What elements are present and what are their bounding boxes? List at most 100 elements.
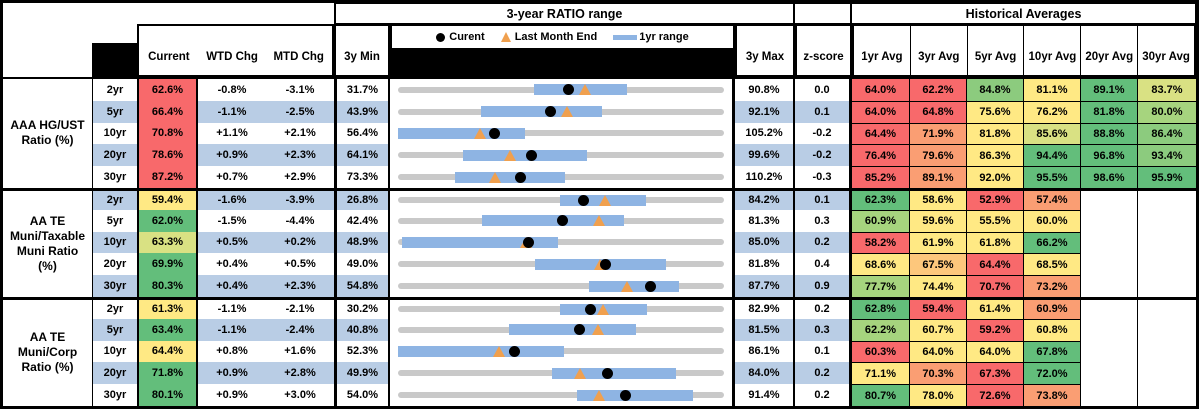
avg-cell: 64.4% — [852, 122, 910, 145]
last-month-triangle-icon — [500, 32, 511, 42]
avg-cell: 67.3% — [967, 362, 1024, 385]
tenor-cell: 5yr — [92, 318, 137, 341]
avg-cell: 68.6% — [852, 253, 910, 276]
wtd-chg-cell: +0.4% — [198, 275, 266, 297]
tenor-column-header-block — [92, 43, 137, 77]
range-chart-cell — [390, 275, 735, 297]
wtd-chg-cell: -1.1% — [198, 100, 266, 123]
1yr-range-bar — [455, 171, 565, 183]
avg-cell — [1138, 362, 1196, 385]
avg-column-header: 3yr Avg — [909, 26, 967, 75]
avg-cell: 96.8% — [1081, 144, 1138, 167]
wtd-chg-cell: +0.9% — [198, 144, 266, 167]
z-score-cell: -0.2 — [795, 122, 852, 145]
avg-cell: 73.2% — [1024, 275, 1081, 297]
range-chart-cell — [390, 340, 735, 363]
mtd-chg-cell: +0.5% — [266, 253, 334, 276]
avg-cell: 89.1% — [910, 166, 967, 188]
range-chart-cell — [390, 187, 735, 210]
current-marker-icon — [515, 171, 527, 183]
current-marker-icon — [556, 215, 568, 227]
last-month-marker-icon — [574, 367, 587, 379]
avg-cell — [1081, 384, 1138, 406]
1yr-range-bar — [589, 280, 680, 292]
z-score-cell: 0.9 — [795, 275, 852, 297]
3y-max-cell: 82.9% — [735, 296, 795, 319]
avg-cell: 59.4% — [910, 296, 967, 319]
wtd-chg-cell: +0.9% — [198, 384, 266, 406]
1yr-range-bar — [509, 324, 636, 336]
avg-cell: 80.0% — [1138, 100, 1196, 123]
avg-cell: 64.0% — [852, 79, 910, 101]
avg-cell: 76.4% — [852, 144, 910, 167]
3y-max-column-header: 3y Max — [735, 24, 795, 77]
chart-header-black-strip — [392, 48, 733, 75]
chart-header-area: Curent Last Month End 1yr range — [390, 24, 735, 77]
avg-column-header: 1yr Avg — [861, 50, 903, 63]
z-score-cell: 0.1 — [795, 187, 852, 210]
avg-cell: 61.9% — [910, 231, 967, 254]
legend-last-month-label: Last Month End — [514, 31, 598, 43]
avg-cell — [1081, 275, 1138, 297]
current-marker-icon — [601, 367, 613, 379]
tenor-cell: 10yr — [92, 231, 137, 254]
3y-max-cell: 90.8% — [735, 79, 795, 101]
z-score-cell: 0.2 — [795, 362, 852, 385]
z-score-column-header: z-score — [795, 24, 852, 77]
avg-cell — [1138, 187, 1196, 210]
3y-max-cell: 99.6% — [735, 144, 795, 167]
tenor-cell: 2yr — [92, 79, 137, 101]
3y-min-column-header: 3y Min — [334, 24, 390, 77]
last-month-marker-icon — [592, 215, 605, 227]
current-value-cell: 66.4% — [137, 100, 198, 123]
3y-min-cell: 52.3% — [334, 340, 390, 363]
tenor-cell: 2yr — [92, 296, 137, 319]
avg-cell — [1081, 340, 1138, 363]
avg-cell: 80.7% — [852, 384, 910, 406]
current-value-cell: 69.9% — [137, 253, 198, 276]
current-value-cell: 80.3% — [137, 275, 198, 297]
avg-cell: 88.8% — [1081, 122, 1138, 145]
z-score-cell: 0.2 — [795, 296, 852, 319]
avg-cell: 59.6% — [910, 209, 967, 232]
wtd-chg-cell: +0.4% — [198, 253, 266, 276]
avg-cell: 85.6% — [1024, 122, 1081, 145]
1yr-range-bar — [481, 215, 625, 227]
current-value-cell: 63.4% — [137, 318, 198, 341]
avg-cell: 64.4% — [967, 253, 1024, 276]
avg-cell: 74.4% — [910, 275, 967, 297]
group-label: AA TE Muni/Corp Ratio (%) — [3, 296, 92, 406]
3y-max-cell: 81.8% — [735, 253, 795, 276]
current-marker-icon — [620, 389, 631, 401]
avg-cell: 75.6% — [967, 100, 1024, 123]
current-dot-icon — [436, 32, 446, 42]
avg-cell: 94.4% — [1024, 144, 1081, 167]
wtd-chg-cell: +0.9% — [198, 362, 266, 385]
mtd-chg-cell: +2.8% — [266, 362, 334, 385]
avg-cell — [1138, 296, 1196, 319]
avg-cell: 61.8% — [967, 231, 1024, 254]
3y-min-cell: 48.9% — [334, 231, 390, 254]
range-chart-cell — [390, 166, 735, 188]
wtd-chg-cell: +1.1% — [198, 122, 266, 145]
3y-max-cell: 110.2% — [735, 166, 795, 188]
avg-cell: 71.9% — [910, 122, 967, 145]
3y-max-cell: 85.0% — [735, 231, 795, 254]
avg-cell: 73.8% — [1024, 384, 1081, 406]
avg-cell: 71.1% — [852, 362, 910, 385]
avg-cell: 62.2% — [910, 79, 967, 101]
z-score-cell: 0.2 — [795, 231, 852, 254]
wtd-chg-cell: +0.8% — [198, 340, 266, 363]
3y-max-cell: 84.2% — [735, 187, 795, 210]
avg-cell: 72.6% — [967, 384, 1024, 406]
avg-cell: 57.4% — [1024, 187, 1081, 210]
avg-cell: 70.3% — [910, 362, 967, 385]
last-month-marker-icon — [591, 324, 604, 336]
avg-cell: 55.5% — [967, 209, 1024, 232]
avg-cell: 60.8% — [1024, 318, 1081, 341]
last-month-marker-icon — [488, 171, 501, 183]
tenor-cell: 30yr — [92, 166, 137, 188]
range-chart-cell — [390, 384, 735, 406]
3y-min-cell: 56.4% — [334, 122, 390, 145]
wtd-chg-cell: -1.1% — [198, 318, 266, 341]
